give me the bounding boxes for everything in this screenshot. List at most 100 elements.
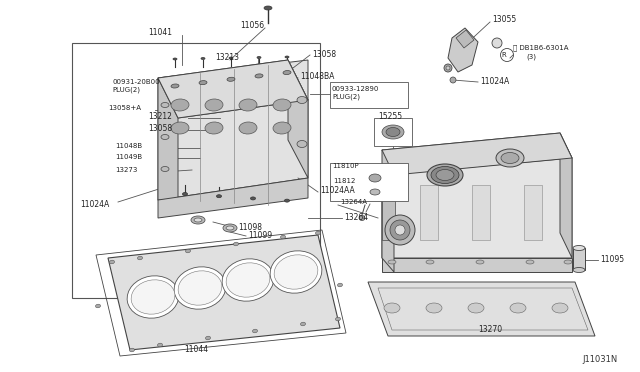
- Ellipse shape: [468, 303, 484, 313]
- Ellipse shape: [335, 317, 340, 321]
- Ellipse shape: [285, 199, 289, 202]
- Polygon shape: [382, 195, 395, 240]
- Ellipse shape: [388, 260, 396, 264]
- Text: 11812: 11812: [333, 178, 355, 184]
- Ellipse shape: [239, 99, 257, 111]
- Ellipse shape: [297, 96, 307, 103]
- Polygon shape: [560, 133, 572, 258]
- Ellipse shape: [138, 256, 143, 260]
- Text: Ⓡ DB1B6-6301A: Ⓡ DB1B6-6301A: [513, 45, 568, 51]
- Ellipse shape: [285, 56, 289, 58]
- Ellipse shape: [127, 276, 179, 318]
- Text: 11024A: 11024A: [80, 199, 109, 208]
- Ellipse shape: [234, 242, 239, 246]
- Ellipse shape: [316, 231, 321, 235]
- Polygon shape: [382, 158, 572, 258]
- Ellipse shape: [496, 149, 524, 167]
- Polygon shape: [158, 78, 178, 200]
- Bar: [472, 185, 490, 240]
- Text: 11024A: 11024A: [480, 77, 509, 86]
- Ellipse shape: [186, 249, 191, 253]
- Ellipse shape: [492, 38, 502, 48]
- Ellipse shape: [273, 122, 291, 134]
- Ellipse shape: [178, 271, 222, 305]
- Polygon shape: [382, 133, 572, 175]
- Polygon shape: [158, 60, 308, 118]
- Ellipse shape: [264, 6, 272, 10]
- Text: 13058+A: 13058+A: [108, 105, 141, 111]
- Ellipse shape: [171, 99, 189, 111]
- Bar: [330, 163, 408, 201]
- Text: 13213: 13213: [215, 52, 239, 61]
- Text: 11041: 11041: [148, 28, 172, 36]
- Ellipse shape: [301, 322, 305, 326]
- Ellipse shape: [222, 259, 274, 301]
- Ellipse shape: [369, 174, 381, 182]
- Ellipse shape: [386, 128, 400, 137]
- Ellipse shape: [476, 260, 484, 264]
- Ellipse shape: [226, 263, 270, 297]
- Polygon shape: [158, 178, 308, 218]
- Ellipse shape: [173, 58, 177, 60]
- Text: 13273: 13273: [115, 167, 138, 173]
- Text: 13264A: 13264A: [340, 199, 367, 205]
- Bar: [524, 185, 542, 240]
- Ellipse shape: [573, 246, 585, 250]
- Text: 11095: 11095: [600, 254, 624, 263]
- Ellipse shape: [95, 304, 100, 308]
- Text: 11099: 11099: [248, 231, 272, 240]
- Text: 13058: 13058: [312, 49, 336, 58]
- Polygon shape: [368, 282, 595, 336]
- Polygon shape: [448, 28, 478, 72]
- Ellipse shape: [131, 280, 175, 314]
- Ellipse shape: [297, 141, 307, 148]
- Ellipse shape: [257, 57, 261, 58]
- Ellipse shape: [501, 153, 519, 164]
- Ellipse shape: [270, 251, 322, 293]
- Text: (3): (3): [526, 54, 536, 60]
- Ellipse shape: [250, 197, 255, 200]
- Ellipse shape: [390, 220, 410, 240]
- Ellipse shape: [205, 99, 223, 111]
- Ellipse shape: [384, 303, 400, 313]
- Ellipse shape: [174, 267, 226, 309]
- Text: 13058: 13058: [148, 124, 172, 132]
- Text: J11031N: J11031N: [583, 356, 618, 365]
- Ellipse shape: [395, 225, 405, 235]
- Polygon shape: [382, 133, 572, 175]
- Text: 15255: 15255: [378, 112, 402, 121]
- Bar: [573, 248, 585, 270]
- Text: PLUG(2): PLUG(2): [112, 87, 140, 93]
- Polygon shape: [158, 60, 308, 200]
- Ellipse shape: [194, 218, 202, 222]
- Ellipse shape: [446, 66, 450, 70]
- Bar: [330, 82, 408, 108]
- Text: 11044: 11044: [184, 346, 208, 355]
- Polygon shape: [158, 60, 308, 118]
- Ellipse shape: [161, 103, 169, 108]
- Text: PLUG(2): PLUG(2): [332, 94, 360, 100]
- Ellipse shape: [199, 81, 207, 85]
- Ellipse shape: [226, 226, 234, 230]
- Text: 11048B: 11048B: [115, 143, 142, 149]
- Ellipse shape: [255, 74, 263, 78]
- Ellipse shape: [171, 84, 179, 88]
- Ellipse shape: [283, 71, 291, 74]
- Ellipse shape: [359, 215, 365, 221]
- Text: 11810P: 11810P: [332, 163, 358, 169]
- Bar: [420, 185, 438, 240]
- Ellipse shape: [216, 195, 221, 198]
- Ellipse shape: [444, 64, 452, 72]
- Ellipse shape: [129, 348, 134, 352]
- Polygon shape: [382, 150, 394, 272]
- Text: 13212: 13212: [148, 112, 172, 121]
- Polygon shape: [456, 30, 474, 48]
- Ellipse shape: [510, 303, 526, 313]
- Ellipse shape: [161, 135, 169, 140]
- Ellipse shape: [205, 336, 211, 340]
- Ellipse shape: [274, 255, 318, 289]
- Ellipse shape: [526, 260, 534, 264]
- Ellipse shape: [191, 216, 205, 224]
- Ellipse shape: [273, 99, 291, 111]
- Ellipse shape: [564, 260, 572, 264]
